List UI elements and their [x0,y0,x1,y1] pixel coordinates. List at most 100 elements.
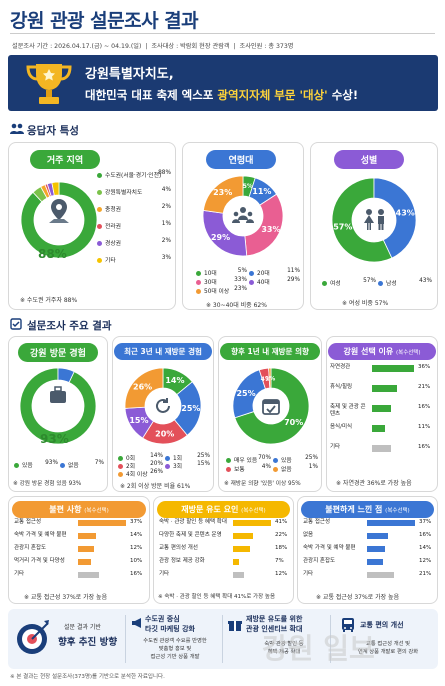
banner-line-1: 강원특별자치도, [85,67,174,82]
slice-label: 26% [133,382,152,391]
visit-pie [19,367,97,445]
award-banner [8,55,438,111]
legend-value: 57% [363,278,376,284]
bar [78,559,91,565]
legend-value: 23% [234,286,247,292]
legend-swatch [273,467,278,472]
intent-pie: 70% 25% 4%1% [232,367,310,445]
strategy-3-title: 교통 편의 개선 [360,621,404,629]
legend-swatch [196,280,201,285]
watermark: 강원 일보 [262,632,375,665]
card-revisit-factors-title: 재방문 유도 요인 (복수선택) [157,501,290,518]
survey-target: 조사대상 : 박람회 현장 관람객 [151,43,230,50]
legend-value: 43% [419,278,432,284]
bar-value-label: 22% [275,532,288,538]
legend-value: 26% [150,469,163,475]
card-discomfort-title: 불편하게 느낀 점 (복수선택) [301,501,434,518]
bar-value-label: 12% [275,571,288,577]
legend-item: 4회 이상 26% [118,469,163,478]
reasons-bars: 자연경관 36% 휴식/힐링 21% 축제 및 관광 콘텐츠 16% 음식/미식 11% 기타 1… [328,364,436,474]
group-icon [232,207,254,223]
legend-value: 4% [261,464,271,470]
residence-center-label: 88% [38,247,67,261]
legend-label: 매우 있음 [234,458,258,464]
bar-value-label: 16% [418,404,431,410]
bar-value-label: 7% [275,558,284,564]
slice-label: 25% [181,404,200,413]
bar-category-label: 기타 [159,571,170,577]
page-title: 강원 관광 설문조사 결과 [10,10,199,32]
legend-label: 없음 [68,463,79,469]
intent-note: ※ 재방문 의향 '있음' 이상 95% [224,481,301,487]
footer-note: ※ 본 결과는 현장 설문조사(373명)를 기반으로 분석한 자료입니다. [10,674,165,680]
legend-value: 11% [287,268,300,274]
legend-swatch [249,271,254,276]
legend-swatch [60,463,65,468]
legend-value: 29% [287,277,300,283]
legend-value: 5% [237,268,247,274]
bar-category-label: 관광 정보 제공 강화 [159,558,205,564]
legend-swatch [97,207,102,212]
legend-swatch [118,464,123,469]
card-reasons-title: 강원 선택 이유 (복수선택) [328,343,436,360]
bar-category-label: 교통 편의성 개선 [159,545,198,551]
legend-value: 14% [150,453,163,459]
gender-note: ※ 여성 비중 57% [342,300,389,307]
pie-slice [373,177,417,259]
legend-item: 기타 3% [97,255,171,264]
bar-category-label: 교통 접근성 [14,519,42,525]
strategy-heading: 향후 추진 방향 [58,637,118,648]
legend-swatch [226,467,231,472]
divider [330,615,331,663]
legend-label: 3회 [173,464,183,470]
gender-icon [364,209,384,230]
bar [78,546,94,552]
legend-label: 없음 [281,467,292,473]
pie-slice [234,367,310,445]
legend-label: 기타 [105,258,116,264]
strategy-caption: 설문 결과 기반 [64,624,101,631]
bar-category-label: 숙박 가격 및 예약 불편 [303,545,356,551]
divider [10,33,435,34]
people-icon [10,123,24,134]
bar-category-label: 축제 및 관광 콘텐츠 [330,404,366,417]
legend-swatch [14,463,19,468]
legend-label: 여성 [330,281,341,287]
legend-label: 수도권(서울·경기·인천) [105,173,162,179]
legend-value: 93% [45,460,58,466]
bar-value-label: 14% [419,545,432,551]
legend-item: 0회 14% [118,453,163,462]
legend-item: 20대 11% [249,268,300,277]
legend-item: 없음 7% [60,460,104,469]
legend-item: 전라권 1% [97,221,171,230]
bar [367,572,395,578]
checkbox-icon [10,318,22,330]
legend-item: 수도권(서울·경기·인천) 88% [97,170,171,179]
card-revisit-title: 최근 3년 내 재방문 경험 [114,343,212,360]
gift-icon [228,621,242,631]
age-note: ※ 30~40대 비중 62% [206,302,267,309]
legend-label: 40대 [257,280,270,286]
legend-swatch [97,241,102,246]
legend-swatch [226,458,231,463]
legend-item: 10대 5% [196,268,247,277]
bar [233,559,240,565]
legend-label: 30대 [204,280,217,286]
pie-slice [331,177,393,263]
bar-category-label: 교통 접근성 [303,519,331,525]
bar-category-label: 숙박 가격 및 예약 불편 [14,532,67,538]
bar-value-label: 16% [130,571,143,577]
legend-label: 보통 [234,467,245,473]
bar [367,520,415,526]
slice-label: 43% [396,209,415,218]
slice-label: 4% [261,376,271,383]
legend-item: 50대 이상 23% [196,286,247,295]
age-pie: 5%11% 33% 29% 23% [202,175,284,257]
card-age [182,142,304,310]
bar [233,546,250,552]
legend-item: 2회 20% [118,461,163,470]
legend-label: 충청권 [105,207,121,213]
visit-center-label: 93% [40,432,69,446]
card-visit-title: 강원 방문 경험 [18,343,98,362]
revisit-pie: 14% 25% 20% 15% 26% [124,367,202,445]
